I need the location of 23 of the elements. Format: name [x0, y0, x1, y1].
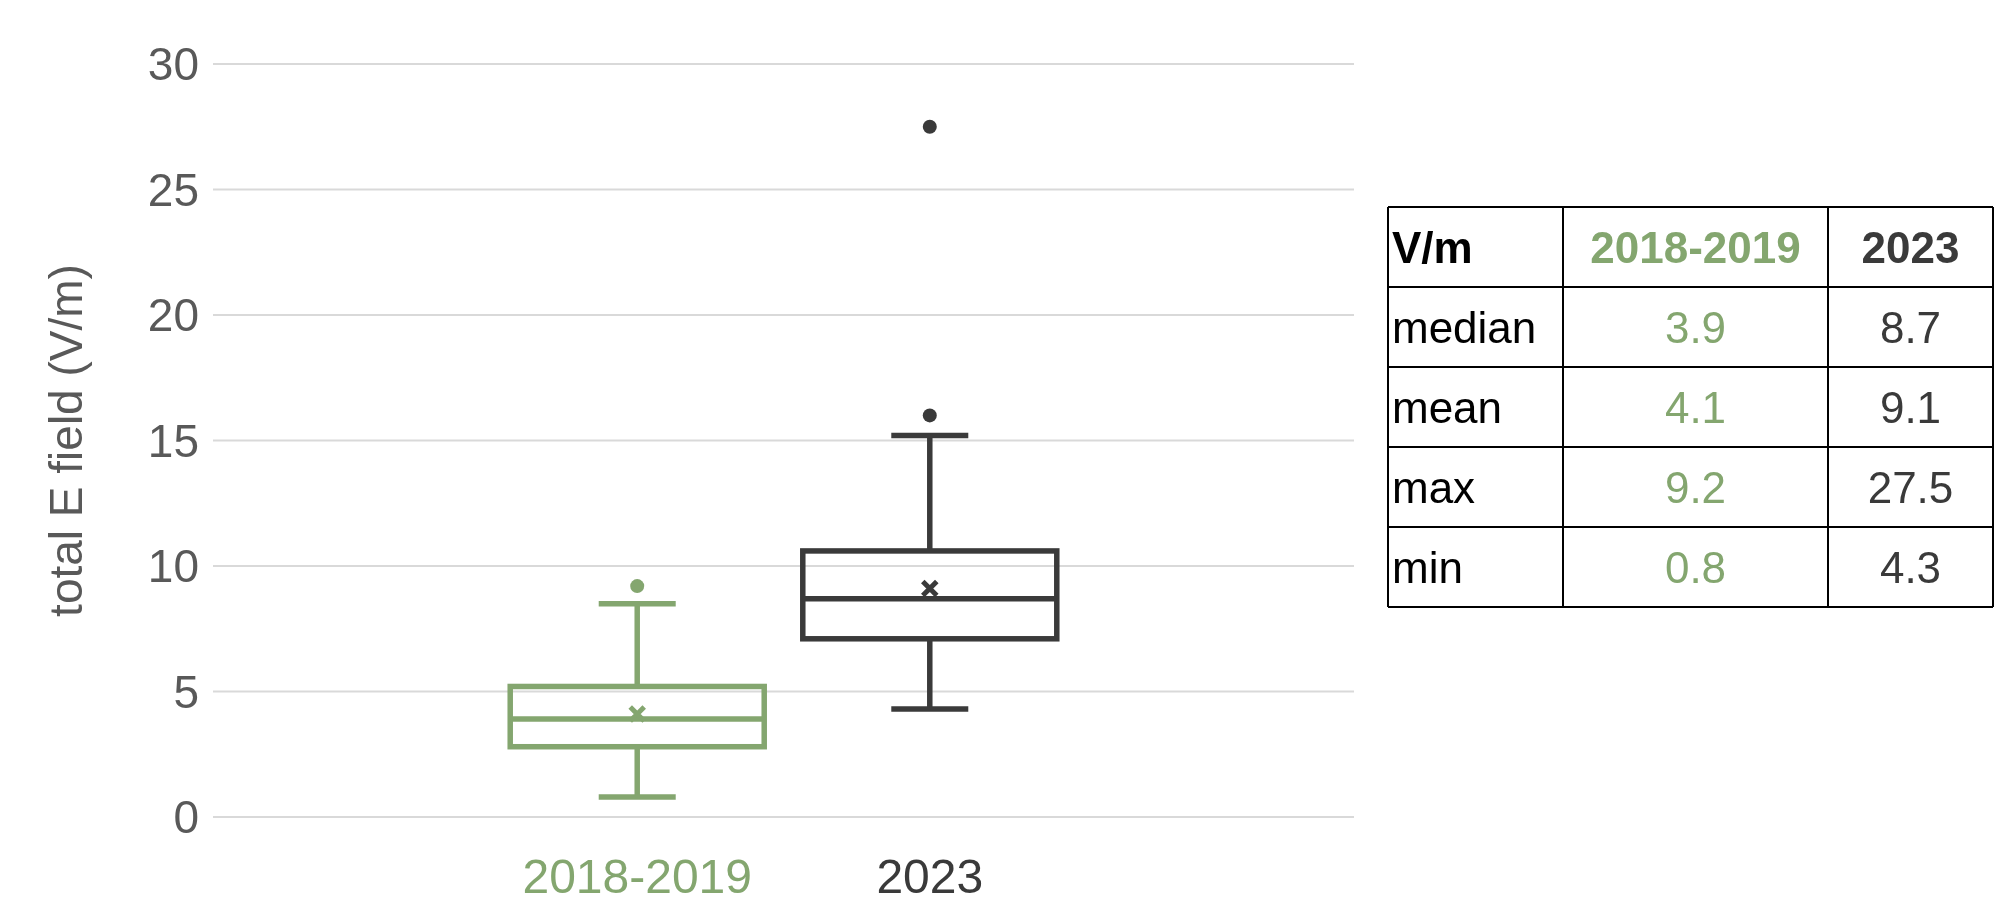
- text: 9.1: [1879, 382, 1942, 432]
- category-label: 2023: [1861, 222, 1960, 272]
- category-label: 2018-2019: [1590, 222, 1801, 272]
- y-tick-label: 20: [147, 289, 199, 341]
- text: max: [1392, 462, 1476, 512]
- text: 3.9: [1664, 302, 1727, 352]
- text: mean: [1392, 382, 1503, 432]
- text: 8.7: [1879, 302, 1942, 352]
- text: 27.5: [1867, 462, 1954, 512]
- y-tick-label: 5: [173, 665, 199, 718]
- y-tick-label: 0: [173, 791, 199, 843]
- text: min: [1392, 542, 1463, 592]
- text: 4.1: [1664, 382, 1727, 432]
- text: 0.8: [1664, 542, 1727, 592]
- text: 9.2: [1664, 462, 1727, 512]
- y-tick-label: 30: [147, 38, 199, 90]
- y-tick-label: 25: [147, 163, 199, 216]
- text: median: [1392, 302, 1537, 352]
- y-tick-label: 15: [147, 414, 199, 467]
- y-tick-label: 10: [147, 540, 199, 592]
- text: 4.3: [1879, 542, 1942, 592]
- y-axis-title: total E field (V/m): [40, 264, 92, 617]
- text: V/m: [1392, 222, 1473, 272]
